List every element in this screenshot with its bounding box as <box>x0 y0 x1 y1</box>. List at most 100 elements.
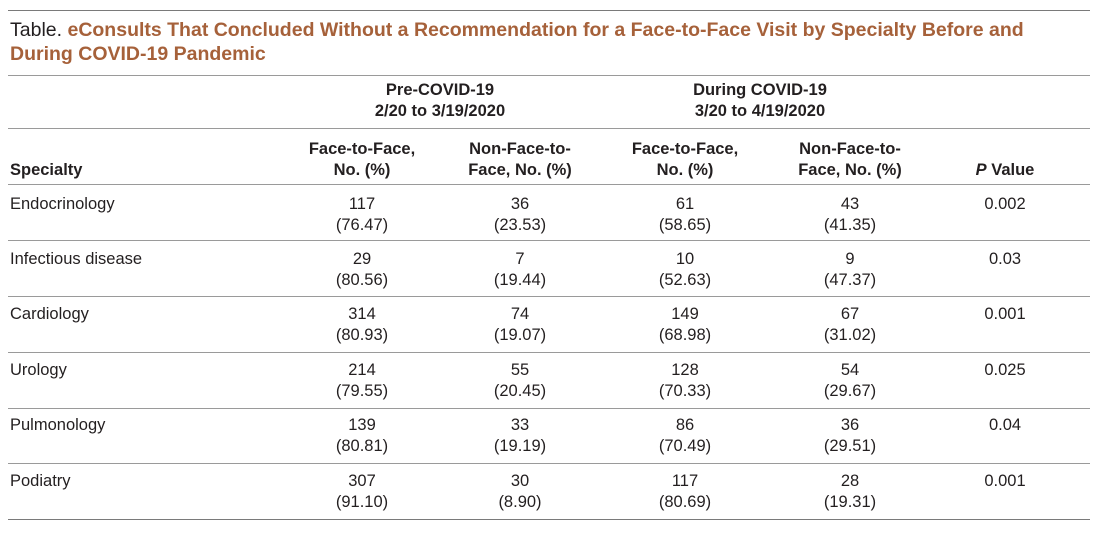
cell-count: 10 <box>675 250 695 268</box>
table-caption: Table. eConsults That Concluded Without … <box>10 18 1080 66</box>
cell-count: 43 <box>840 195 860 213</box>
caption-label: Table. <box>10 19 63 41</box>
column-header-rule <box>8 184 1090 185</box>
table-cell-during-face-to-face: 61 (58.65) <box>585 194 785 236</box>
cell-count: 74 <box>510 305 530 323</box>
cell-count: 86 <box>675 416 695 434</box>
table-cell-during-non-face-to-face: 9 (47.37) <box>750 249 950 291</box>
cell-percent: (79.55) <box>335 382 389 400</box>
table-row-specialty: Podiatry <box>10 472 71 490</box>
column-header-p-value: P Value <box>905 160 1100 181</box>
cell-percent: (19.31) <box>823 493 877 511</box>
table-cell-pre-non-face-to-face: 7 (19.44) <box>420 249 620 291</box>
table-cell-during-non-face-to-face: 28 (19.31) <box>750 471 950 513</box>
cell-percent: (80.93) <box>335 326 389 344</box>
table-cell-pre-non-face-to-face: 74 (19.07) <box>420 304 620 346</box>
cell-percent: (80.81) <box>335 437 389 455</box>
table-cell-p-value: 0.03 <box>988 250 1022 268</box>
row-rule <box>8 408 1090 409</box>
table-row-specialty: Infectious disease <box>10 250 143 268</box>
cell-count: 36 <box>840 416 860 434</box>
table-cell-during-face-to-face: 128 (70.33) <box>585 360 785 402</box>
table-cell-p-value: 0.001 <box>984 472 1026 490</box>
cell-percent: (58.65) <box>658 216 712 234</box>
row-rule <box>8 352 1090 353</box>
cell-count: 307 <box>348 472 376 490</box>
caption-rule <box>8 75 1090 76</box>
column-header-during-non-face-to-face-line2: Face, No. (%) <box>798 161 902 179</box>
cell-count: 117 <box>671 472 699 490</box>
table-cell-during-face-to-face: 149 (68.98) <box>585 304 785 346</box>
caption-title: eConsults That Concluded Without a Recom… <box>10 19 1024 65</box>
group-header-rule <box>8 128 1090 129</box>
table-cell-during-face-to-face: 117 (80.69) <box>585 471 785 513</box>
table-cell-pre-face-to-face: 117 (76.47) <box>262 194 462 236</box>
column-header-pre-non-face-to-face: Non-Face-to- Face, No. (%) <box>420 139 620 181</box>
column-header-p-rest: Value <box>986 161 1035 179</box>
cell-count: 128 <box>671 361 699 379</box>
cell-percent: (19.19) <box>493 437 547 455</box>
cell-count: 54 <box>840 361 860 379</box>
table-cell-during-face-to-face: 10 (52.63) <box>585 249 785 291</box>
cell-percent: (31.02) <box>823 326 877 344</box>
table-cell-pre-face-to-face: 29 (80.56) <box>262 249 462 291</box>
column-header-pre-face-to-face-line1: Face-to-Face, <box>308 140 416 158</box>
cell-count: 67 <box>840 305 860 323</box>
column-header-specialty-label: Specialty <box>10 161 83 179</box>
table-cell-pre-non-face-to-face: 30 (8.90) <box>420 471 620 513</box>
cell-count: 117 <box>348 195 376 213</box>
cell-percent: (47.37) <box>823 271 877 289</box>
cell-percent: (8.90) <box>498 493 542 511</box>
group-header-pre-covid-line2: 2/20 to 3/19/2020 <box>374 102 506 120</box>
cell-count: 149 <box>671 305 699 323</box>
table-cell-during-non-face-to-face: 67 (31.02) <box>750 304 950 346</box>
row-rule <box>8 240 1090 241</box>
column-header-during-non-face-to-face-line1: Non-Face-to- <box>799 140 901 158</box>
column-header-during-non-face-to-face: Non-Face-to- Face, No. (%) <box>750 139 950 181</box>
table-cell-during-non-face-to-face: 54 (29.67) <box>750 360 950 402</box>
table-row-specialty: Urology <box>10 361 67 379</box>
group-header-during-covid: During COVID-19 3/20 to 4/19/2020 <box>620 80 900 122</box>
table-cell-during-non-face-to-face: 36 (29.51) <box>750 415 950 457</box>
cell-count: 61 <box>675 195 695 213</box>
cell-percent: (80.69) <box>658 493 712 511</box>
table-row-specialty: Endocrinology <box>10 195 115 213</box>
cell-percent: (19.44) <box>493 271 547 289</box>
table-cell-pre-non-face-to-face: 36 (23.53) <box>420 194 620 236</box>
cell-percent: (19.07) <box>493 326 547 344</box>
cell-count: 30 <box>510 472 530 490</box>
cell-percent: (52.63) <box>658 271 712 289</box>
cell-count: 139 <box>348 416 376 434</box>
table-cell-pre-non-face-to-face: 33 (19.19) <box>420 415 620 457</box>
table-cell-pre-non-face-to-face: 55 (20.45) <box>420 360 620 402</box>
column-header-pre-face-to-face-line2: No. (%) <box>333 161 391 179</box>
row-rule <box>8 296 1090 297</box>
column-header-pre-non-face-to-face-line2: Face, No. (%) <box>468 161 572 179</box>
table-cell-during-face-to-face: 86 (70.49) <box>585 415 785 457</box>
group-header-during-covid-line1: During COVID-19 <box>693 81 827 99</box>
cell-percent: (68.98) <box>658 326 712 344</box>
group-header-pre-covid-line1: Pre-COVID-19 <box>385 81 495 99</box>
table-cell-p-value: 0.025 <box>984 361 1026 379</box>
top-rule <box>8 10 1090 11</box>
cell-percent: (91.10) <box>335 493 389 511</box>
cell-percent: (76.47) <box>335 216 389 234</box>
group-header-during-covid-line2: 3/20 to 4/19/2020 <box>694 102 826 120</box>
column-header-pre-face-to-face: Face-to-Face, No. (%) <box>262 139 462 181</box>
table-cell-pre-face-to-face: 214 (79.55) <box>262 360 462 402</box>
cell-count: 29 <box>352 250 372 268</box>
cell-count: 9 <box>845 250 855 268</box>
cell-percent: (23.53) <box>493 216 547 234</box>
column-header-during-face-to-face-line2: No. (%) <box>656 161 714 179</box>
table-cell-p-value: 0.04 <box>988 416 1022 434</box>
cell-count: 7 <box>515 250 525 268</box>
cell-count: 33 <box>510 416 530 434</box>
column-header-p-italic: P <box>975 161 987 179</box>
column-header-pre-non-face-to-face-line1: Non-Face-to- <box>469 140 571 158</box>
cell-percent: (70.33) <box>658 382 712 400</box>
cell-percent: (29.67) <box>823 382 877 400</box>
table-cell-during-non-face-to-face: 43 (41.35) <box>750 194 950 236</box>
bottom-rule <box>8 519 1090 520</box>
cell-percent: (41.35) <box>823 216 877 234</box>
table-row-specialty: Pulmonology <box>10 416 106 434</box>
